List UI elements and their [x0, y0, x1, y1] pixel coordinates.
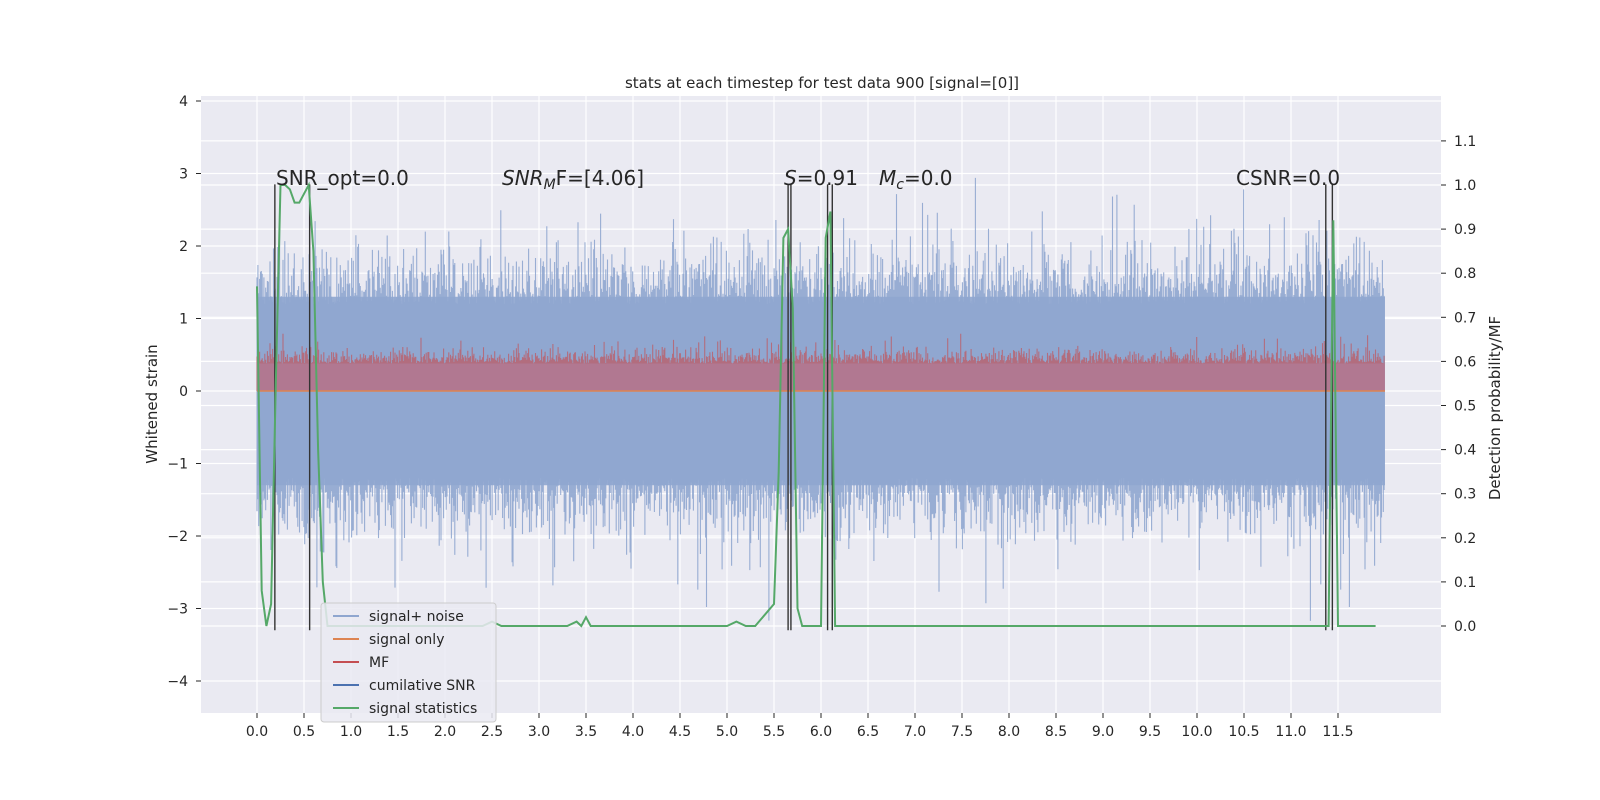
y-tick-label: −2 — [167, 529, 188, 545]
x-tick-label: 11.5 — [1322, 724, 1353, 740]
y2-tick-label: 1.1 — [1454, 134, 1476, 150]
y2-tick-label: 0.9 — [1454, 222, 1476, 238]
x-tick-label: 6.0 — [810, 724, 832, 740]
x-tick-label: 2.0 — [434, 724, 456, 740]
x-tick-label: 7.0 — [904, 724, 926, 740]
x-tick-label: 5.5 — [763, 724, 785, 740]
annotation-snr-opt: SNR_opt=0.0 — [276, 166, 409, 190]
y-tick-label: 2 — [179, 239, 188, 255]
annotation-s: S=0.91 — [784, 166, 858, 190]
y2-tick-label: 0.3 — [1454, 487, 1476, 503]
y2-tick-label: 0.2 — [1454, 531, 1476, 547]
y2-axis-label: Detection probability/MF — [1486, 316, 1504, 500]
chart-title: stats at each timestep for test data 900… — [625, 74, 1019, 92]
series-signal-statistics — [256, 181, 1376, 628]
x-tick-label: 3.0 — [528, 724, 550, 740]
mf-band — [257, 363, 1385, 391]
legend: signal+ noise signal only MF cumilative … — [320, 602, 497, 723]
y2-tick-label: 0.5 — [1454, 399, 1476, 415]
y2-tick-label: 0.6 — [1454, 354, 1476, 370]
y-axis-label: Whitened strain — [143, 344, 161, 463]
y-tick-label: 1 — [179, 312, 188, 328]
x-tick-label: 0.0 — [246, 724, 268, 740]
x-tick-label: 9.5 — [1139, 724, 1161, 740]
x-tick-label: 4.0 — [622, 724, 644, 740]
x-tick-label: 0.5 — [293, 724, 315, 740]
x-tick-label: 1.5 — [387, 724, 409, 740]
y-tick-label: 0 — [179, 384, 188, 400]
y2-tick-label: 0.0 — [1454, 619, 1476, 635]
annotation-mc: Mc=0.0 — [879, 166, 953, 193]
y-tick-label: −1 — [167, 457, 188, 473]
x-tick-label: 8.5 — [1045, 724, 1067, 740]
y-tick-label: 4 — [179, 94, 188, 110]
y-tick-label: 3 — [179, 167, 188, 183]
y2-tick-label: 1.0 — [1454, 178, 1476, 194]
y-tick-label: −3 — [167, 602, 188, 618]
axes: 0.0 0.5 1.0 1.5 2.0 2.5 3.0 3.5 4.0 4.5 5.0 5.5 6.0 6… — [167, 94, 1476, 740]
y2-tick-label: 0.4 — [1454, 443, 1476, 459]
legend-box — [320, 602, 497, 723]
x-tick-label: 5.0 — [716, 724, 738, 740]
legend-label-cumulative-snr: cumilative SNR — [369, 678, 476, 694]
annotation-snr-mf: SNRMF=[4.06] — [502, 166, 644, 193]
legend-label-signal-statistics: signal statistics — [369, 701, 477, 717]
x-tick-label: 10.5 — [1228, 724, 1259, 740]
x-tick-label: 2.5 — [481, 724, 503, 740]
x-tick-label: 9.0 — [1092, 724, 1114, 740]
x-tick-label: 7.5 — [951, 724, 973, 740]
x-tick-label: 10.0 — [1181, 724, 1212, 740]
x-tick-label: 1.0 — [340, 724, 362, 740]
y-tick-label: −4 — [167, 674, 188, 690]
series-mf — [256, 330, 1385, 391]
x-tick-label: 6.5 — [857, 724, 879, 740]
x-tick-label: 11.0 — [1275, 724, 1306, 740]
y2-tick-label: 0.7 — [1454, 310, 1476, 326]
x-tick-label: 4.5 — [669, 724, 691, 740]
x-tick-label: 8.0 — [998, 724, 1020, 740]
legend-label-signal-only: signal only — [369, 632, 444, 648]
x-tick-label: 3.5 — [575, 724, 597, 740]
legend-label-mf: MF — [369, 655, 389, 671]
annotation-csnr: CSNR=0.0 — [1236, 166, 1340, 190]
y2-tick-label: 0.1 — [1454, 575, 1476, 591]
y2-tick-label: 0.8 — [1454, 266, 1476, 282]
legend-label-signal-noise: signal+ noise — [369, 609, 464, 625]
